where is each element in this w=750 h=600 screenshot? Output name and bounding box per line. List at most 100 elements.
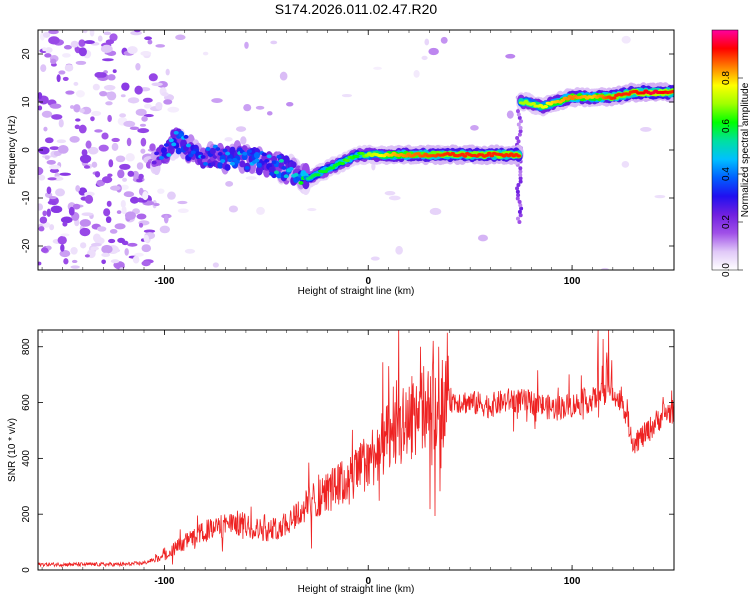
heatmap-cell: [202, 51, 209, 56]
heatmap-cell: [224, 164, 231, 171]
heatmap-cell: [79, 227, 91, 237]
x-tick-label: 100: [564, 576, 581, 587]
heatmap-cell: [94, 171, 101, 178]
heatmap-cell: [141, 115, 148, 122]
heatmap-cell: [38, 226, 45, 232]
heatmap-cell: [71, 259, 78, 264]
heatmap-cell: [281, 166, 287, 170]
heatmap-cell: [264, 158, 270, 163]
heatmap-cell: [80, 242, 87, 249]
heatmap-cell: [120, 200, 126, 208]
y-tick-label: -20: [21, 238, 32, 253]
y-tick-label: 10: [21, 96, 32, 108]
heatmap-cell: [120, 94, 126, 98]
heatmap-cell: [517, 115, 522, 120]
heatmap-cell: [515, 109, 520, 114]
heatmap-cell: [278, 158, 284, 163]
heatmap-cell: [46, 186, 52, 195]
heatmap-cell: [62, 221, 68, 227]
heatmap-cell: [322, 169, 328, 174]
y-tick-label: -10: [21, 190, 32, 205]
heatmap-cell: [56, 74, 61, 83]
heatmap-cell: [654, 194, 666, 199]
heatmap-cell: [163, 143, 169, 147]
heatmap-cell: [138, 187, 144, 196]
y-tick-label: 200: [21, 505, 32, 522]
heatmap-cell: [388, 195, 401, 201]
heatmap-cell: [340, 161, 346, 166]
heatmap-cell: [640, 127, 652, 132]
heatmap-cell: [279, 71, 288, 81]
heatmap-cell: [270, 40, 278, 45]
heatmap-cell: [234, 159, 240, 164]
snr-y-axis-label: SNR (10 * v/v): [7, 418, 18, 482]
heatmap-cell: [56, 139, 67, 144]
heatmap-cell: [49, 224, 55, 231]
heatmap-cell: [229, 146, 236, 154]
heatmap-cell: [315, 173, 321, 177]
heatmap-cell: [210, 162, 216, 166]
heatmap-cell: [175, 34, 186, 41]
colorbar-tick-label: 0.4: [721, 167, 732, 181]
heatmap-cell: [183, 134, 189, 139]
heatmap-cell: [256, 206, 265, 215]
heatmap-cell: [193, 144, 199, 149]
heatmap-cell: [68, 206, 75, 216]
heatmap-cell: [44, 53, 52, 58]
heatmap-cell: [173, 130, 179, 135]
heatmap-cell: [44, 137, 54, 144]
heatmap-cell: [330, 166, 336, 170]
heatmap-cell: [565, 97, 571, 101]
heatmap-cell: [79, 154, 92, 164]
x-tick-label: 100: [564, 276, 581, 287]
heatmap-cell: [81, 212, 94, 217]
heatmap-cell: [60, 233, 70, 237]
heatmap-cell: [106, 91, 117, 101]
heatmap-cell: [268, 166, 275, 174]
heatmap-cell: [59, 172, 72, 176]
heatmap-cell: [58, 70, 66, 75]
colorbar-tick-label: 0.2: [721, 215, 732, 229]
heatmap-cell: [101, 252, 111, 258]
heatmap-cell: [288, 166, 294, 171]
heatmap-cell: [516, 154, 522, 158]
heatmap-cell: [64, 64, 74, 72]
heatmap-cell: [274, 170, 279, 175]
heatmap-cell: [69, 136, 80, 143]
heatmap-cell: [101, 132, 109, 140]
heatmap-cell: [177, 208, 189, 214]
heatmap-cell: [108, 238, 116, 244]
heatmap-cell: [142, 191, 149, 201]
heatmap-cell: [48, 36, 60, 45]
heatmap-cell: [518, 213, 523, 218]
heatmap-cell: [47, 200, 57, 205]
heatmap-cell: [253, 151, 260, 159]
heatmap-cell: [247, 149, 253, 154]
heatmap-cell: [75, 60, 87, 65]
heatmap-cell: [38, 146, 50, 155]
heatmap-cell: [117, 237, 126, 243]
heatmap-cell: [101, 244, 113, 254]
y-tick-label: 0: [21, 147, 32, 153]
heatmap-cell: [517, 220, 522, 224]
heatmap-cell: [98, 144, 109, 152]
heatmap-cell: [166, 153, 172, 157]
heatmap-cell: [123, 191, 135, 198]
heatmap-cell: [215, 147, 221, 151]
heatmap-cell: [87, 146, 99, 155]
heatmap-cell: [38, 203, 44, 211]
heatmap-cell: [354, 154, 360, 159]
heatmap-cell: [421, 55, 428, 61]
heatmap-cell: [92, 233, 101, 243]
heatmap-cell: [670, 90, 674, 94]
heatmap-cell: [205, 147, 211, 152]
heatmap-cell: [111, 142, 119, 151]
heatmap-cell: [70, 40, 79, 48]
heatmap-cell: [518, 176, 523, 181]
heatmap-cell: [55, 188, 65, 197]
heatmap-cell: [151, 82, 163, 87]
colorbar-label: Normalized spectral amplitude: [740, 82, 750, 217]
heatmap-cell: [168, 138, 174, 143]
heatmap-cell: [107, 74, 116, 81]
heatmap-cell: [50, 58, 57, 65]
